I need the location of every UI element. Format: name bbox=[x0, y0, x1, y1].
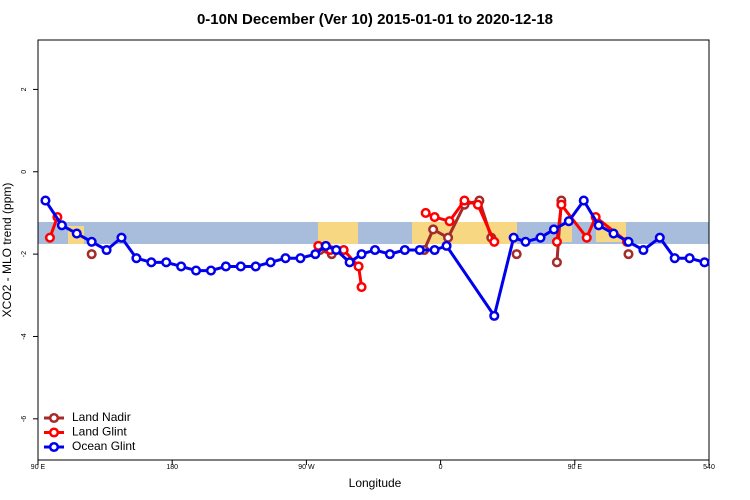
data-point bbox=[623, 236, 634, 247]
data-point bbox=[556, 199, 567, 210]
legend-swatch-point bbox=[48, 441, 60, 453]
data-point bbox=[146, 257, 157, 268]
data-point bbox=[131, 253, 142, 264]
data-point bbox=[116, 232, 127, 243]
data-point bbox=[608, 228, 619, 239]
legend-label: Ocean Glint bbox=[72, 439, 136, 453]
plot-frame bbox=[37, 39, 710, 461]
data-point bbox=[444, 216, 455, 227]
data-point bbox=[508, 232, 519, 243]
data-point bbox=[101, 244, 112, 256]
data-point bbox=[205, 265, 217, 276]
data-point bbox=[235, 261, 246, 272]
data-point bbox=[548, 224, 559, 235]
x-axis-label: Longitude bbox=[349, 476, 402, 490]
data-point bbox=[191, 265, 202, 276]
data-point bbox=[429, 244, 440, 256]
legend-label: Land Nadir bbox=[72, 410, 131, 424]
data-point bbox=[551, 257, 562, 268]
data-point bbox=[356, 282, 367, 293]
data-point bbox=[86, 249, 97, 260]
data-point bbox=[71, 228, 82, 239]
legend-swatch-point bbox=[48, 412, 60, 424]
data-point bbox=[489, 310, 500, 321]
data-point bbox=[310, 249, 321, 260]
land-patch bbox=[560, 224, 572, 242]
data-point bbox=[384, 249, 395, 260]
data-point bbox=[684, 253, 695, 264]
data-point bbox=[535, 232, 546, 243]
data-point bbox=[669, 253, 680, 264]
data-point bbox=[638, 244, 649, 256]
data-point bbox=[511, 249, 522, 260]
data-point bbox=[220, 261, 231, 272]
data-point bbox=[459, 195, 470, 206]
data-point bbox=[280, 253, 291, 264]
data-point bbox=[699, 257, 710, 268]
data-point bbox=[578, 195, 589, 206]
data-point bbox=[472, 199, 483, 210]
y-tick-label: 0 bbox=[21, 170, 28, 174]
data-point bbox=[429, 212, 440, 223]
series-line bbox=[44, 199, 705, 318]
x-tick-label: 90 E bbox=[31, 464, 46, 471]
data-point bbox=[520, 236, 531, 247]
data-point bbox=[654, 232, 665, 243]
data-point bbox=[489, 236, 500, 247]
data-point bbox=[320, 240, 331, 251]
data-point bbox=[420, 207, 431, 218]
data-point bbox=[356, 249, 367, 260]
data-point bbox=[399, 244, 410, 256]
data-point bbox=[44, 232, 55, 243]
data-point bbox=[443, 232, 454, 243]
data-point bbox=[250, 261, 261, 272]
data-point bbox=[56, 220, 67, 231]
data-point bbox=[344, 257, 355, 268]
x-tick-label: 180 bbox=[166, 464, 178, 471]
x-tick-label: 90 W bbox=[298, 464, 315, 471]
y-tick-label: -2 bbox=[21, 251, 28, 257]
data-point bbox=[593, 220, 604, 231]
data-point bbox=[86, 236, 97, 247]
data-point bbox=[623, 249, 634, 260]
data-point bbox=[161, 257, 172, 268]
y-tick-label: -6 bbox=[21, 416, 28, 422]
y-tick-label: -4 bbox=[21, 333, 28, 339]
data-point bbox=[295, 253, 306, 264]
data-point bbox=[353, 261, 364, 272]
data-point bbox=[331, 244, 342, 256]
x-tick-label: 90 E bbox=[568, 464, 583, 471]
data-point bbox=[551, 236, 562, 247]
land-patch bbox=[318, 222, 358, 244]
data-point bbox=[441, 240, 452, 251]
data-point bbox=[581, 232, 592, 243]
data-point bbox=[176, 261, 187, 272]
x-tick-label: 0 bbox=[439, 464, 443, 471]
x-tick-label: 540 bbox=[703, 464, 715, 471]
data-point bbox=[265, 257, 276, 268]
y-tick-label: 2 bbox=[21, 87, 28, 91]
data-point bbox=[428, 224, 439, 235]
data-point bbox=[369, 244, 381, 256]
legend-swatch-point bbox=[48, 427, 60, 438]
data-point bbox=[563, 216, 574, 227]
data-point bbox=[414, 244, 425, 256]
data-point bbox=[40, 195, 51, 206]
legend-label: Land Glint bbox=[72, 425, 127, 439]
chart-title: 0-10N December (Ver 10) 2015-01-01 to 20… bbox=[197, 11, 553, 28]
y-axis-label: XCO2 - MLO trend (ppm) bbox=[0, 183, 14, 318]
